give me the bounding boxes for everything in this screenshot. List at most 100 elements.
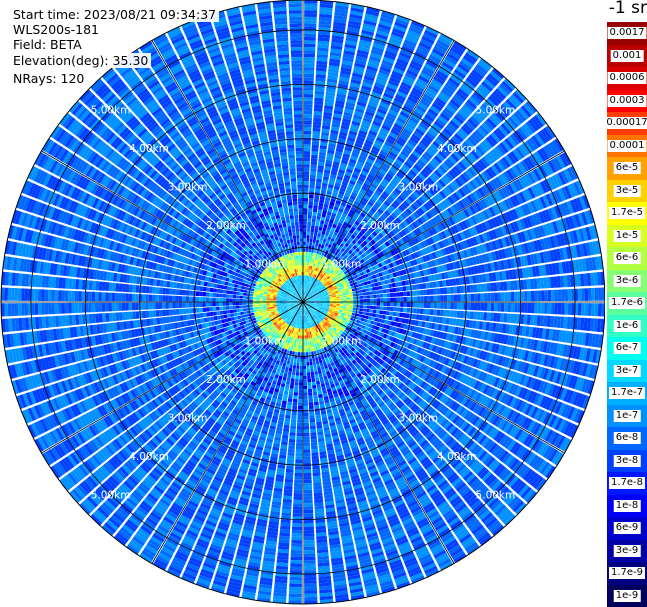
- range-gate-cell: [313, 232, 318, 237]
- range-gate-cell: [399, 133, 409, 142]
- range-gate-cell: [469, 71, 482, 83]
- range-gate-cell: [295, 265, 298, 270]
- range-gate-cell: [463, 196, 472, 206]
- range-gate-cell: [313, 292, 317, 295]
- range-gate-cell: [319, 262, 323, 266]
- range-gate-cell: [330, 215, 336, 221]
- range-gate-cell: [290, 43, 302, 48]
- range-gate-cell: [319, 283, 323, 287]
- range-gate-cell: [336, 175, 343, 181]
- range-gate-cell: [279, 145, 287, 150]
- range-gate-cell: [326, 270, 330, 275]
- range-gate-cell: [346, 168, 353, 174]
- range-gate-cell: [296, 167, 303, 172]
- range-gate-cell: [428, 253, 434, 260]
- range-gate-cell: [337, 287, 342, 291]
- range-gate-cell: [303, 291, 304, 296]
- range-gate-cell: [409, 136, 419, 145]
- range-gate-cell: [504, 248, 510, 258]
- range-gate-cell: [309, 297, 313, 300]
- range-gate-cell: [451, 117, 462, 127]
- range-gate-cell: [333, 287, 338, 290]
- range-gate-cell: [303, 231, 307, 235]
- range-gate-cell: [402, 42, 416, 51]
- range-gate-cell: [345, 252, 351, 257]
- range-gate-cell: [437, 258, 443, 265]
- range-gate-cell: [515, 109, 527, 122]
- range-gate-cell: [328, 259, 333, 264]
- range-gate-cell: [304, 282, 307, 286]
- range-gate-cell: [349, 299, 354, 302]
- range-gate-cell: [406, 296, 411, 302]
- range-gate-cell: [431, 157, 441, 167]
- range-gate-cell: [381, 124, 391, 132]
- range-gate-cell: [412, 87, 423, 96]
- range-gate-cell: [309, 301, 314, 302]
- range-gate-cell: [303, 194, 309, 199]
- range-gate-cell: [514, 164, 524, 176]
- range-gate-cell: [498, 271, 504, 281]
- range-gate-cell: [473, 66, 486, 77]
- range-gate-cell: [428, 228, 435, 236]
- range-gate-cell: [365, 10, 380, 17]
- range-gate-cell: [557, 204, 565, 217]
- range-gate-cell: [296, 157, 303, 162]
- range-gate-cell: [314, 283, 318, 287]
- range-gate-cell: [312, 242, 316, 247]
- range-gate-cell: [284, 117, 293, 122]
- range-gate-cell: [352, 170, 360, 177]
- range-gate-cell: [319, 151, 326, 157]
- range-gate-cell: [424, 222, 431, 230]
- range-gate-cell: [293, 242, 297, 246]
- range-gate-cell: [290, 221, 295, 226]
- range-gate-cell: [418, 277, 423, 284]
- range-gate-cell: [323, 108, 333, 113]
- range-gate-cell: [319, 297, 323, 300]
- range-gate-cell: [338, 289, 342, 293]
- range-gate-cell: [313, 201, 319, 206]
- range-gate-cell: [311, 144, 319, 149]
- range-gate-cell: [303, 181, 309, 185]
- range-gate-cell: [431, 196, 439, 205]
- range-gate-cell: [443, 160, 453, 169]
- range-gate-cell: [414, 265, 420, 272]
- range-gate-cell: [303, 187, 309, 192]
- range-gate-cell: [309, 276, 312, 280]
- range-gate-cell: [500, 173, 509, 184]
- range-gate-cell: [358, 94, 369, 101]
- range-gate-cell: [393, 297, 397, 302]
- range-gate-cell: [335, 290, 339, 294]
- range-gate-cell: [428, 54, 442, 64]
- range-gate-cell: [293, 114, 303, 118]
- range-gate-cell: [582, 194, 590, 209]
- range-gate-cell: [525, 216, 533, 228]
- range-gate-cell: [429, 160, 438, 169]
- range-gate-cell: [434, 234, 441, 242]
- range-gate-cell: [352, 215, 358, 221]
- range-gate-cell: [309, 181, 316, 186]
- range-gate-cell: [376, 30, 389, 37]
- range-gate-cell: [488, 272, 494, 282]
- range-gate-cell: [483, 197, 491, 207]
- range-gate-cell: [355, 209, 362, 215]
- range-gate-cell: [304, 23, 317, 28]
- range-gate-cell: [370, 298, 374, 302]
- range-gate-cell: [360, 212, 366, 218]
- range-gate-cell: [521, 175, 530, 187]
- range-gate-cell: [399, 84, 411, 93]
- range-gate-cell: [322, 280, 326, 284]
- range-gate-cell: [433, 288, 437, 295]
- range-gate-cell: [532, 253, 539, 265]
- range-gate-cell: [338, 190, 345, 196]
- range-gate-cell: [363, 114, 374, 120]
- range-gate-cell: [321, 131, 330, 137]
- range-gate-cell: [398, 238, 405, 245]
- range-gate-cell: [334, 217, 340, 223]
- range-gate-cell: [360, 88, 371, 95]
- range-gate-cell: [524, 188, 533, 201]
- range-gate-cell: [330, 198, 336, 203]
- range-gate-cell: [428, 245, 435, 253]
- range-gate-cell: [418, 75, 430, 84]
- range-gate-cell: [397, 276, 402, 282]
- range-gate-cell: [368, 101, 378, 108]
